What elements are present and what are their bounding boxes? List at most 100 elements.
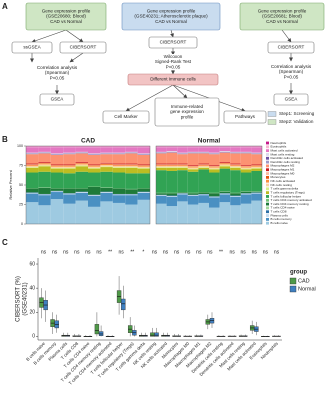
bar-segment <box>88 167 101 169</box>
significance-label: ns <box>74 249 80 255</box>
bar-segment <box>240 169 252 173</box>
bar-segment <box>63 193 76 195</box>
panel-label: B <box>2 135 8 144</box>
bar-segment <box>50 165 64 167</box>
bar-segment <box>26 154 39 164</box>
panel-label: C <box>2 238 8 247</box>
bar-segment <box>38 163 51 165</box>
bar-segment <box>50 199 64 224</box>
bar-segment <box>198 192 209 194</box>
bar-segment <box>230 147 241 152</box>
legend-label: Dendritic cells resting <box>271 160 301 164</box>
bar-segment <box>251 147 262 153</box>
legend-label: T cells follicular helper <box>271 194 302 198</box>
significance-label: ns <box>41 249 47 255</box>
bar-segment <box>100 201 113 224</box>
bar-segment <box>63 168 76 174</box>
bar-segment <box>166 195 178 197</box>
bar-segment <box>50 153 64 155</box>
y-tick-label: 25 <box>19 202 23 206</box>
bar-segment <box>50 167 64 169</box>
bar-segment <box>75 171 88 189</box>
bar-segment <box>112 167 126 173</box>
bar-segment <box>166 193 178 196</box>
legend-label: T cells regulatory (Tregs) <box>271 190 305 194</box>
bar-segment <box>198 167 209 168</box>
y-tick-label: 60 <box>29 261 35 267</box>
box <box>94 324 100 335</box>
bar-segment <box>63 188 76 194</box>
bar-segment <box>38 161 51 163</box>
bar-segment <box>198 195 209 203</box>
legend-swatch <box>266 168 269 172</box>
bar-segment <box>125 153 138 164</box>
note-bg <box>149 54 197 70</box>
significance-label: ns <box>241 249 247 255</box>
bar-segment <box>177 167 188 168</box>
legend-swatch <box>266 214 269 217</box>
diagram-box <box>273 93 309 106</box>
bar-segment <box>88 172 101 187</box>
diagram-text: Gene expression profile <box>258 8 307 13</box>
bar-segment <box>198 167 209 170</box>
bar-segment <box>137 167 150 169</box>
bar-segment <box>100 171 113 188</box>
bar-segment <box>251 192 262 194</box>
bar-segment <box>156 165 167 168</box>
diagram-text: P<0.05 <box>166 65 181 70</box>
bar-segment <box>156 167 167 171</box>
diagram-text: Gene expression profile <box>147 8 196 13</box>
legend-swatch <box>266 217 269 221</box>
diagram-text: CAD vs Normal <box>50 19 82 24</box>
diagram-text: CIBERSORT <box>160 40 187 45</box>
bar-segment <box>251 170 262 192</box>
bar-segment <box>125 147 138 152</box>
bar-segment <box>156 165 167 166</box>
bar-segment <box>187 167 199 169</box>
bar-segment <box>100 167 113 172</box>
diagram-text: P<0.05 <box>50 76 65 81</box>
bar-segment <box>88 165 101 167</box>
bar-segment <box>137 165 150 167</box>
bar-segment <box>100 165 113 167</box>
bar-segment <box>198 194 209 196</box>
legend-label: Dendritic cells activated <box>271 156 304 160</box>
y-tick-label: 0 <box>21 222 23 226</box>
bar-segment <box>112 147 126 153</box>
bar-segment <box>50 168 64 173</box>
significance-label: ns <box>263 249 269 255</box>
bar-segment <box>209 169 220 173</box>
bar-segment <box>240 172 252 192</box>
bar-segment <box>230 163 241 165</box>
legend-label: NK cells activated <box>271 179 296 183</box>
bar-segment <box>88 153 101 155</box>
bar-segment <box>219 191 231 194</box>
bar-segment <box>209 166 220 168</box>
bar-segment <box>209 193 220 197</box>
bar-segment <box>26 202 39 224</box>
significance-label: ** <box>219 249 223 255</box>
significance-label: ns <box>196 249 202 255</box>
bar-segment <box>100 164 113 166</box>
bar-segment <box>26 163 39 165</box>
bar-segment <box>75 164 88 166</box>
bar-segment <box>137 173 150 189</box>
bar-segment <box>198 147 209 152</box>
legend-label: T cells CD4 naive <box>271 206 295 210</box>
legend-label: B cells naive <box>271 221 289 225</box>
bar-segment <box>63 152 76 154</box>
bar-segment <box>75 200 88 224</box>
bar-segment <box>137 188 150 192</box>
bar-segment <box>251 152 262 154</box>
bar-segment <box>112 188 126 194</box>
bar-segment <box>187 195 199 196</box>
significance-label: ns <box>207 249 213 255</box>
legend-swatch <box>267 119 277 125</box>
bar-segment <box>209 154 220 166</box>
bar-segment <box>198 202 209 224</box>
legend-swatch <box>266 206 269 210</box>
bar-segment <box>166 196 178 207</box>
significance-label: ns <box>229 249 235 255</box>
bar-segment <box>125 167 138 174</box>
